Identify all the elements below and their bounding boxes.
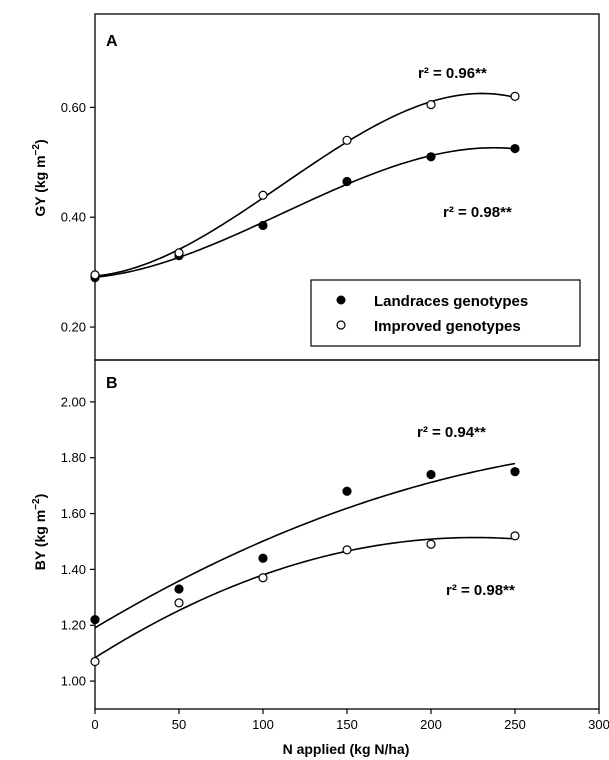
x-tick-label: 300 xyxy=(588,717,609,732)
point-landraces xyxy=(426,152,436,162)
y-tick-label: 1.80 xyxy=(61,450,86,465)
point-improved xyxy=(174,598,184,608)
y-tick-label: 2.00 xyxy=(61,394,86,409)
panel-b-r2-landraces: r² = 0.94** xyxy=(417,424,486,441)
y-tick-label: 1.20 xyxy=(61,618,86,633)
point-improved xyxy=(258,573,268,583)
point-improved xyxy=(342,135,352,145)
panel-a-y-title-sup: −2 xyxy=(31,144,42,156)
point-improved xyxy=(510,531,520,541)
panel-b-r2-improved: r² = 0.98** xyxy=(446,582,515,599)
point-landraces xyxy=(342,176,352,187)
panel-a-y-title-main: GY (kg m xyxy=(32,155,48,216)
panel-b-fit-curves xyxy=(94,462,516,659)
panel-b-y-title-main: BY (kg m xyxy=(32,510,48,570)
y-tick-label: 0.40 xyxy=(61,210,86,225)
panel-b-letter: B xyxy=(106,375,118,392)
panel-b-y-axis-title: BY (kg m−2) xyxy=(31,494,48,571)
legend-marker-improved xyxy=(336,320,346,330)
point-landraces xyxy=(258,220,268,231)
y-tick-label: 0.20 xyxy=(61,320,86,335)
panel-a-y-axis-title: GY (kg m−2) xyxy=(31,139,48,216)
panel-a-fit-curves xyxy=(94,92,516,279)
x-tick-label: 200 xyxy=(420,717,442,732)
point-improved xyxy=(258,190,268,200)
panel-b: B 1.00 1.20 1.40 1.60 1.80 2.00 0 50 100 150 200 2… xyxy=(31,359,609,757)
point-improved xyxy=(510,91,520,101)
fit-curve-landraces xyxy=(94,462,516,629)
point-improved xyxy=(426,539,436,549)
point-landraces xyxy=(426,469,436,480)
y-tick-label: 0.60 xyxy=(61,100,86,115)
x-tick-label: 250 xyxy=(504,717,526,732)
point-improved xyxy=(174,248,184,258)
panel-a-r2-landraces: r² = 0.98** xyxy=(443,204,512,221)
point-landraces xyxy=(174,584,184,594)
point-landraces xyxy=(90,615,100,625)
point-improved xyxy=(90,270,100,280)
legend-box xyxy=(310,279,581,347)
panel-b-points xyxy=(90,467,520,667)
y-tick-label: 1.60 xyxy=(61,506,86,521)
point-improved xyxy=(342,545,352,555)
panel-a-points xyxy=(90,91,520,283)
x-tick-label: 100 xyxy=(252,717,274,732)
x-axis-title: N applied (kg N/ha) xyxy=(283,741,410,757)
panel-a-letter: A xyxy=(106,33,118,50)
x-tick-label: 0 xyxy=(91,717,98,732)
legend-marker-landraces xyxy=(336,295,346,305)
fit-curve-landraces xyxy=(94,146,516,279)
panel-a-r2-improved: r² = 0.96** xyxy=(418,65,487,82)
fit-curve-improved xyxy=(94,92,516,277)
point-landraces xyxy=(510,143,520,154)
x-tick-label: 150 xyxy=(336,717,358,732)
panel-b-y-title-sup: −2 xyxy=(31,498,42,510)
y-tick-label: 1.00 xyxy=(61,674,86,689)
panel-b-frame xyxy=(94,359,600,710)
panel-a-y-title-end: ) xyxy=(32,139,48,144)
fit-curve-improved xyxy=(94,536,516,659)
panel-b-y-title-end: ) xyxy=(32,494,48,499)
point-improved xyxy=(426,100,436,110)
legend-label-improved: Improved genotypes xyxy=(374,318,521,335)
panel-a-y-ticks: 0.20 0.40 0.60 xyxy=(61,100,95,335)
point-landraces xyxy=(258,553,268,563)
panel-a: A 0.20 0.40 0.60 GY (kg m−2) r² = 0.96** r… xyxy=(31,13,600,361)
legend-label-landraces: Landraces genotypes xyxy=(374,293,528,310)
panel-b-y-ticks: 1.00 1.20 1.40 1.60 1.80 2.00 xyxy=(61,394,95,689)
legend: Landraces genotypes Improved genotypes xyxy=(310,279,581,347)
point-landraces xyxy=(342,486,352,496)
y-tick-label: 1.40 xyxy=(61,562,86,577)
x-tick-label: 50 xyxy=(172,717,186,732)
x-axis-ticks: 0 50 100 150 200 250 300 xyxy=(91,709,609,732)
point-improved xyxy=(90,656,100,667)
point-landraces xyxy=(510,467,520,477)
